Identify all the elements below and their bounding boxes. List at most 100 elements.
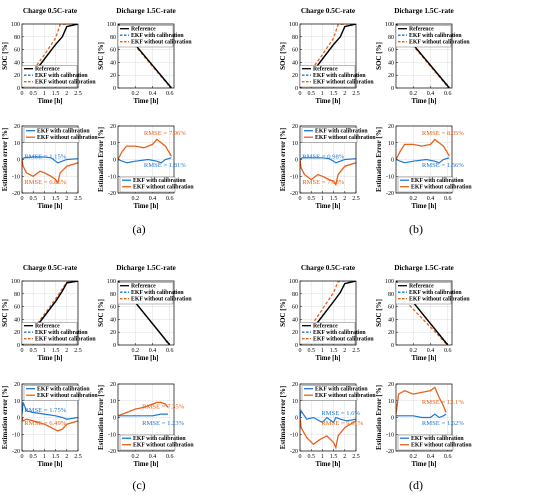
y-tick-label: 0	[17, 416, 20, 422]
rmse-annotation: RMSE = 7.35%	[142, 403, 185, 410]
legend-label: EKF without calibration	[35, 80, 96, 86]
legend-box	[299, 65, 356, 88]
rmse-annotation: RMSE = 6.49%	[24, 420, 67, 427]
y-tick-label: -20	[290, 449, 298, 455]
x-tick-label: 2	[65, 454, 68, 460]
y-tick-label: 60	[110, 305, 116, 311]
x-tick-label: 0.5	[29, 91, 37, 97]
legend-label: EKF without calibration	[315, 393, 376, 399]
x-tick-label: 1.5	[52, 454, 60, 460]
y-tick-label: 40	[292, 60, 298, 66]
x-tick-label: 2	[343, 91, 346, 97]
series-ekf-without-calibration	[300, 159, 356, 187]
chart-title: Charge 0.5C-rate	[23, 263, 78, 272]
y-tick-label: -20	[108, 449, 116, 455]
y-tick-label: 20	[14, 73, 20, 79]
x-tick-label: 0	[299, 454, 302, 460]
chart-title: Dicharge 1.5C-rate	[394, 263, 454, 272]
x-tick-label: 2.5	[74, 348, 82, 354]
x-tick-label: 0.6	[444, 196, 452, 202]
x-tick-label: 0.2	[131, 348, 139, 354]
y-tick-label: 80	[110, 35, 116, 41]
legend-label: Reference	[409, 284, 434, 290]
x-tick-label: 0.4	[149, 91, 157, 97]
legend-label: EKF with calibration	[411, 436, 464, 442]
y-tick-label: 10	[110, 141, 116, 147]
legend-box	[23, 127, 80, 143]
y-axis-label: SOC [%]	[375, 42, 383, 70]
y-tick-label: 10	[388, 399, 394, 405]
y-tick-label: 60	[292, 48, 298, 54]
plot-frame	[395, 383, 453, 452]
legend-label: EKF without calibration	[131, 40, 192, 46]
y-tick-label: 40	[14, 60, 20, 66]
y-tick-label: 0	[295, 416, 298, 422]
legend-box	[21, 322, 78, 345]
y-tick-label: 20	[110, 124, 116, 130]
series-ekf-without-calibration	[22, 159, 78, 185]
y-axis-label: SOC [%]	[279, 299, 287, 327]
y-tick-label: -10	[386, 432, 394, 438]
series-ekf-without-calibration	[396, 138, 450, 160]
plot-frame	[299, 23, 357, 89]
y-tick-label: 40	[388, 317, 394, 323]
chart-b-err-charge: 0 0.5 1 1.5 2 2.5 -20 -10 0 10 20 Time [h] Estimatio…	[279, 124, 376, 210]
legend-box	[395, 282, 452, 305]
x-tick-label: 0.5	[307, 454, 315, 460]
legend-label: Reference	[131, 284, 156, 290]
y-tick-label: 10	[14, 141, 20, 147]
y-tick-label: -20	[108, 191, 116, 197]
x-tick-label: 0	[21, 348, 24, 354]
x-axis-label: Time [h]	[412, 355, 437, 362]
y-axis-label: SOC [%]	[279, 42, 287, 70]
series-ekf-without-calibration	[396, 386, 447, 415]
subfigure-label: (b)	[409, 222, 423, 236]
y-tick-label: 20	[388, 73, 394, 79]
series-ekf-with-calibration	[396, 157, 450, 164]
legend-box	[119, 176, 176, 193]
legend-label: Reference	[131, 27, 156, 33]
legend-label: EKF without calibration	[315, 135, 376, 141]
y-tick-label: -20	[12, 191, 20, 197]
chart-title: Charge 0.5C-rate	[301, 6, 356, 15]
legend-label: EKF without calibration	[133, 185, 194, 191]
legend-box	[301, 127, 358, 143]
y-tick-label: -10	[386, 174, 394, 180]
x-tick-label: 0.6	[444, 91, 452, 97]
y-tick-label: 10	[110, 399, 116, 405]
plot-frame	[395, 125, 453, 194]
x-axis-label: Time [h]	[134, 98, 159, 105]
rmse-annotation: RMSE = 1.6%	[321, 410, 360, 417]
plot-frame	[117, 125, 175, 194]
y-tick-label: 0	[113, 416, 116, 422]
rmse-annotation: RMSE = 1.81%	[144, 162, 187, 169]
y-tick-label: 100	[107, 279, 116, 285]
x-tick-label: 2	[65, 348, 68, 354]
x-tick-label: 0	[299, 196, 302, 202]
chart-a-err-charge: 0 0.5 1 1.5 2 2.5 -20 -10 0 10 20 Time [h] Estimatio…	[1, 124, 98, 210]
x-tick-label: 0.5	[29, 348, 37, 354]
chart-c-err-discharge: 0.2 0.4 0.6 -20 -10 0 10 20 Time [h] Estimation E…	[97, 382, 194, 468]
y-tick-label: 0	[295, 343, 298, 349]
x-tick-label: 0.4	[149, 348, 157, 354]
plot-frame	[21, 23, 79, 89]
legend-label: EKF without calibration	[37, 393, 98, 399]
rmse-annotation: RMSE = 7.96%	[144, 130, 187, 137]
chart-a-err-discharge: 0.2 0.4 0.6 -20 -10 0 10 20 Time [h] Estimation E…	[97, 124, 194, 210]
x-tick-label: 0.2	[131, 196, 139, 202]
x-axis-label: Time [h]	[316, 203, 341, 210]
chart-c-err-charge: 0 0.5 1 1.5 2 2.5 -20 -10 0 10 20 Time [h] Estimatio…	[1, 382, 98, 468]
y-tick-label: 80	[14, 292, 20, 298]
y-tick-label: 0	[113, 343, 116, 349]
y-tick-label: 80	[292, 292, 298, 298]
y-tick-label: 0	[391, 416, 394, 422]
chart-b-soc-charge: Charge 0.5C-rate 0 0.5 1 1.5 2 2.5 0 20 40 60 80 100…	[279, 6, 374, 105]
legend-box	[21, 65, 78, 88]
y-tick-label: 100	[385, 22, 394, 28]
